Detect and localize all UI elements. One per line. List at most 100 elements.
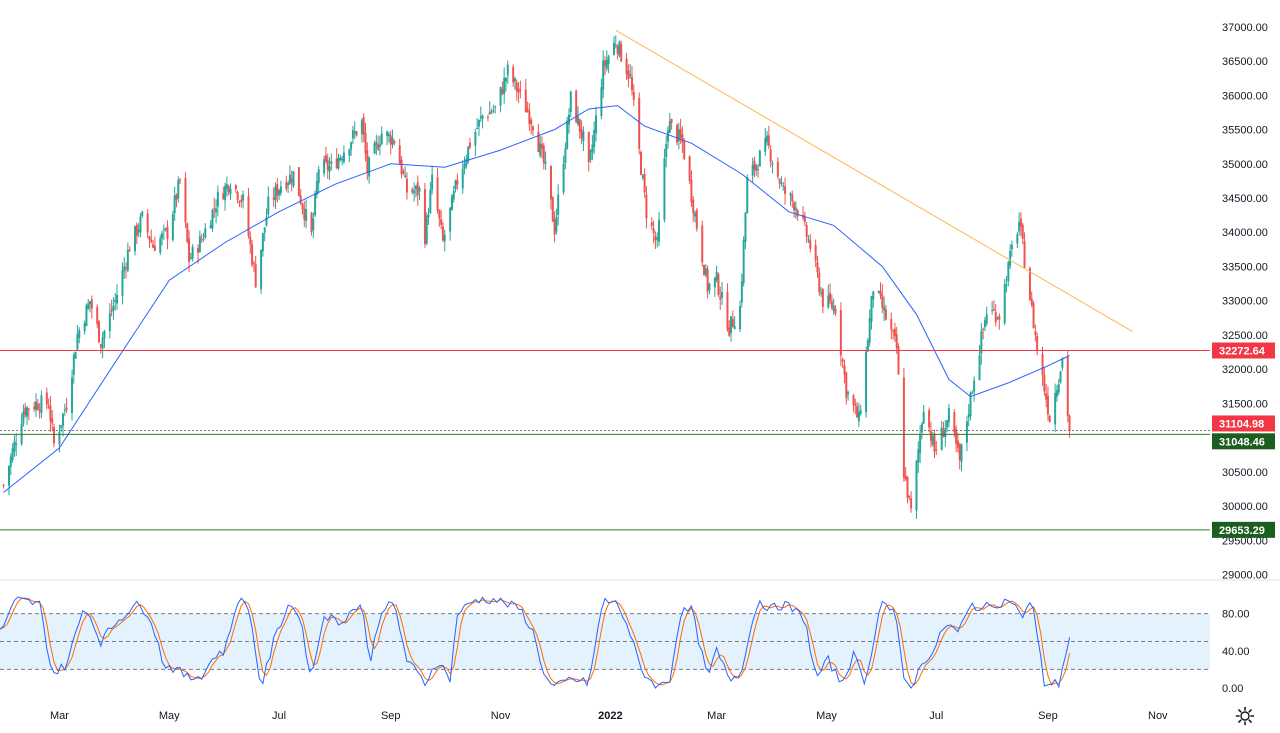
candle-body (368, 157, 371, 177)
candle-body (135, 224, 138, 236)
candle-body (960, 444, 963, 462)
candle-body (36, 403, 39, 410)
candle-body (564, 148, 567, 164)
price-tick-label: 33000.00 (1222, 296, 1268, 308)
candle-body (1034, 331, 1037, 335)
candle-body (928, 410, 931, 428)
candle-body (146, 213, 149, 233)
candle-body (351, 130, 354, 139)
candle-body (76, 334, 79, 350)
candle-body (897, 346, 900, 375)
candle-body (650, 222, 653, 226)
candle-body (731, 319, 734, 327)
candle-body (604, 60, 606, 66)
candle-body (591, 144, 594, 153)
candle-body (229, 188, 232, 195)
candle-body (234, 185, 237, 190)
oscillator-tick-label: 0.00 (1222, 683, 1243, 695)
candle-body (834, 308, 837, 314)
candle-body (953, 412, 956, 433)
candle-body (108, 313, 111, 332)
trend-line[interactable] (615, 29, 1133, 332)
candle-body (782, 185, 785, 187)
candle-body (427, 214, 430, 218)
time-tick-label: Mar (707, 710, 726, 722)
candle-body (843, 365, 846, 375)
candle-body (978, 355, 981, 381)
candle-body (101, 337, 104, 349)
candle-body (757, 169, 760, 171)
candle-body (2, 485, 5, 487)
candle-body (856, 406, 859, 418)
candle-body (708, 283, 711, 291)
candle-body (1030, 298, 1033, 305)
price-tick-label: 31500.00 (1222, 398, 1268, 410)
candle-body (695, 210, 698, 229)
settings-gear-icon[interactable] (1234, 705, 1256, 727)
candle-body (134, 226, 137, 252)
candle-body (38, 410, 41, 412)
candle-body (796, 210, 799, 217)
candle-body (566, 120, 569, 149)
candle-body (982, 328, 985, 330)
candle-body (947, 408, 950, 423)
candle-body (881, 294, 884, 308)
candle-body (339, 157, 342, 161)
price-level-tag (1212, 521, 1275, 538)
candle-body (965, 421, 968, 443)
candle-body (821, 289, 824, 307)
candle-body (465, 158, 468, 167)
candle-body (364, 132, 367, 154)
candle-body (62, 413, 65, 426)
candle-body (847, 392, 850, 395)
candle-body (26, 407, 29, 417)
candle-body (209, 225, 212, 229)
candle-body (128, 249, 131, 252)
candle-body (602, 60, 605, 90)
candle-body (884, 309, 887, 320)
candle-body (929, 430, 932, 441)
candle-body (931, 435, 934, 445)
candle-body (845, 372, 848, 398)
time-tick-label: Mar (50, 710, 69, 722)
candle-body (197, 248, 200, 253)
candle-body (740, 281, 743, 303)
candle-body (227, 186, 230, 193)
candle-body (375, 142, 378, 146)
candle-body (423, 189, 426, 245)
candle-body (378, 144, 381, 147)
candle-body (292, 171, 295, 187)
candle-body (506, 64, 509, 76)
candle-body (715, 271, 718, 281)
candle-body (607, 56, 610, 65)
candle-body (513, 78, 516, 82)
candle-body (1019, 218, 1022, 227)
candle-body (814, 245, 817, 261)
candle-body (35, 401, 38, 410)
candle-body (288, 174, 291, 184)
candle-body (809, 240, 812, 249)
candle-body (33, 406, 36, 410)
candle-body (89, 301, 92, 305)
candle-body (690, 179, 693, 203)
candle-body (290, 178, 293, 183)
candle-body (670, 118, 673, 123)
candle-body (580, 129, 583, 138)
candle-body (252, 263, 255, 265)
candle-body (159, 238, 162, 253)
candle-body (841, 359, 844, 362)
candle-body (27, 408, 30, 410)
candle-body (96, 307, 99, 325)
candle-body (638, 97, 641, 149)
candle-body (413, 190, 416, 194)
candle-body (186, 223, 189, 242)
candle-body (555, 217, 558, 232)
candle-body (827, 295, 830, 308)
candle-body (152, 244, 155, 248)
candle-body (1005, 284, 1008, 286)
candle-body (263, 227, 266, 233)
candle-body (15, 443, 18, 446)
candle-body (260, 249, 263, 290)
